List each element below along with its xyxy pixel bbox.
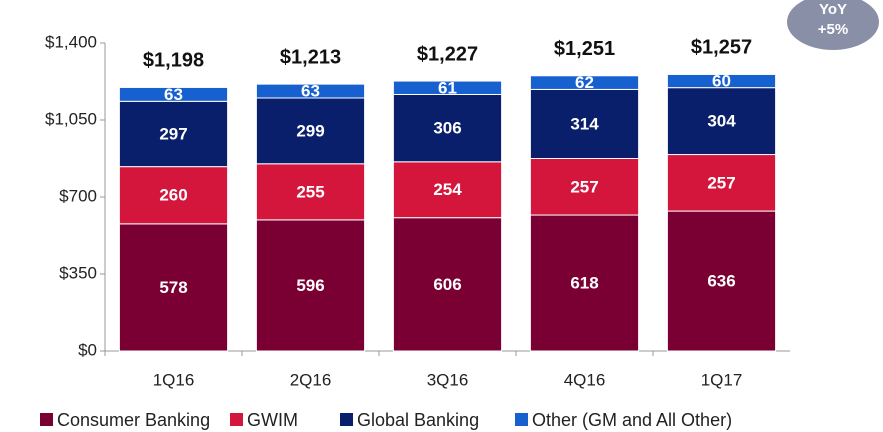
y-tick-label: $700 (59, 186, 97, 205)
legend-swatch (340, 413, 353, 426)
legend-swatch (230, 413, 243, 426)
data-label: 254 (433, 180, 462, 199)
x-tick-label: 2Q16 (290, 370, 332, 389)
total-label: $1,213 (280, 46, 341, 68)
data-label: 60 (712, 72, 731, 91)
bar-segment (666, 73, 777, 89)
bar-segment (255, 83, 366, 99)
bar-segment (118, 166, 229, 225)
legend-label: Consumer Banking (57, 410, 210, 430)
y-tick-label: $1,050 (45, 109, 97, 128)
annotation: +5% (818, 21, 848, 38)
bar-segment (666, 87, 777, 156)
x-tick-label: 3Q16 (427, 370, 469, 389)
x-tick-label: 1Q16 (153, 370, 195, 389)
data-label: 606 (433, 275, 461, 294)
bar-segment (666, 210, 777, 352)
data-label: 636 (707, 272, 735, 291)
data-label: 596 (296, 276, 324, 295)
bar-segment (666, 154, 777, 212)
bar-segment (529, 158, 640, 216)
y-tick-label: $350 (59, 263, 97, 282)
data-label: 299 (296, 121, 324, 140)
data-label: 578 (159, 278, 187, 297)
bar-segment (392, 161, 503, 219)
data-label: 257 (707, 173, 735, 192)
data-label: 314 (570, 114, 599, 133)
total-label: $1,251 (554, 38, 615, 60)
data-label: 63 (301, 82, 320, 101)
legend-label: Global Banking (357, 410, 479, 430)
bar-segment (392, 217, 503, 352)
bar-segment (118, 223, 229, 352)
total-label: $1,257 (691, 37, 752, 59)
bar-segment (255, 97, 366, 165)
data-label: 62 (575, 73, 594, 92)
bar-segment (529, 214, 640, 352)
bar-segment (529, 88, 640, 159)
annotation-badge (787, 0, 879, 50)
total-label: $1,198 (143, 50, 204, 72)
y-tick-label: $1,400 (45, 32, 97, 51)
data-label: 618 (570, 274, 598, 293)
x-tick-label: 4Q16 (564, 370, 606, 389)
data-label: 306 (433, 119, 461, 138)
bar-segment (392, 80, 503, 95)
bar-segment (255, 163, 366, 221)
bar-segment (118, 86, 229, 102)
legend-label: Other (GM and All Other) (532, 410, 732, 430)
data-label: 255 (296, 182, 324, 201)
data-label: 297 (159, 124, 187, 143)
total-label: $1,227 (417, 43, 478, 65)
bar-segment (118, 100, 229, 168)
legend-label: GWIM (247, 410, 298, 430)
x-tick-label: 1Q17 (701, 370, 743, 389)
data-label: 63 (164, 85, 183, 104)
legend-swatch (40, 413, 53, 426)
data-label: 61 (438, 78, 457, 97)
annotation: YoY (819, 1, 847, 18)
legend-swatch (515, 413, 528, 426)
data-label: 257 (570, 177, 598, 196)
bar-segment (529, 75, 640, 90)
data-label: 304 (707, 112, 736, 131)
y-tick-label: $0 (78, 340, 97, 359)
data-label: 260 (159, 186, 187, 205)
